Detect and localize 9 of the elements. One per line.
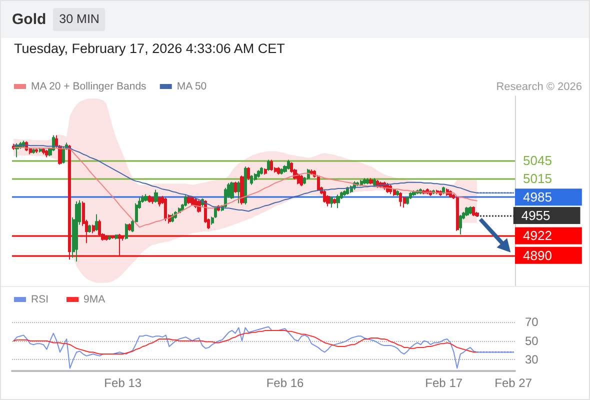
y-tick-label: 50: [525, 334, 539, 348]
legend-label: RSI: [31, 294, 49, 306]
x-tick-label: Feb 27: [494, 376, 532, 390]
legend-label: 9MA: [84, 294, 106, 306]
x-tick-label: Feb 17: [425, 376, 463, 390]
y-tick-label: 70: [525, 315, 539, 329]
y-tick-label: 30: [525, 352, 539, 367]
x-tick-label: Feb 13: [104, 376, 142, 390]
x-tick-label: Feb 16: [266, 376, 304, 390]
